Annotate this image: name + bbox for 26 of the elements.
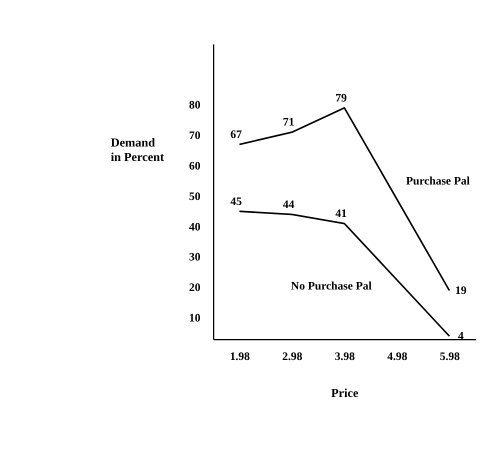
y-tick-label: 20 (189, 282, 201, 294)
x-tick-label: 2.98 (282, 351, 303, 364)
data-label: 4 (458, 330, 464, 342)
y-tick-label: 30 (189, 252, 201, 264)
x-tick-label: 4.98 (387, 351, 408, 364)
data-label: 67 (230, 128, 242, 141)
data-label: 45 (230, 196, 242, 208)
data-label: 41 (335, 208, 348, 220)
line-series (238, 210, 450, 337)
series-label: No Purchase Pal (290, 280, 372, 293)
x-tick-label: 3.98 (334, 351, 356, 364)
y-tick-label: 40 (189, 221, 201, 234)
data-label: 19 (455, 284, 467, 297)
y-tick-label: 70 (189, 130, 201, 142)
data-label: 79 (335, 92, 348, 104)
y-axis-title: Demand in Percent (110, 135, 165, 164)
x-tick-label: 5.98 (440, 351, 460, 364)
y-tick-label: 60 (189, 160, 201, 172)
x-tick-label: 1.98 (230, 351, 250, 364)
y-tick-label: 80 (189, 100, 201, 112)
series-label: Purchase Pal (406, 175, 470, 188)
data-label: 71 (282, 116, 295, 129)
y-tick-label: 10 (189, 312, 201, 325)
data-label: 44 (282, 198, 295, 211)
y-tick-label: 50 (189, 190, 201, 203)
x-axis-title: Price (331, 386, 359, 400)
